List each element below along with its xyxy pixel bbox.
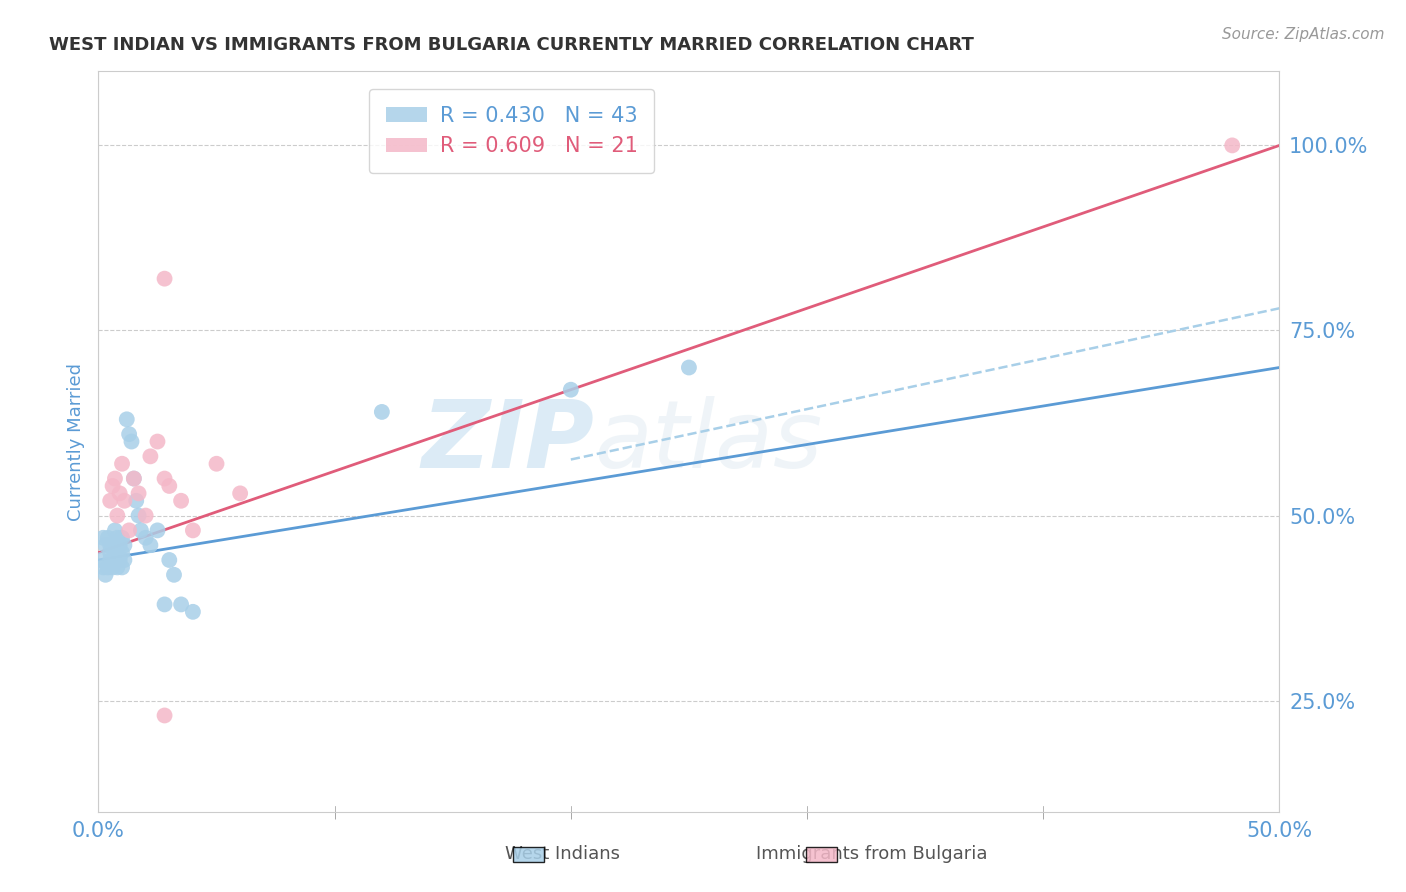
- Point: [128, 486, 150, 500]
- Point: [98, 493, 121, 508]
- Point: [181, 605, 204, 619]
- Point: [90, 553, 112, 567]
- Point: [371, 405, 394, 419]
- Point: [104, 545, 127, 560]
- Point: [205, 457, 228, 471]
- Text: Source: ZipAtlas.com: Source: ZipAtlas.com: [1222, 27, 1385, 42]
- Point: [101, 560, 124, 574]
- Point: [125, 493, 148, 508]
- Point: [139, 450, 162, 464]
- Point: [94, 567, 117, 582]
- Point: [105, 508, 128, 523]
- Point: [678, 360, 700, 375]
- Point: [111, 531, 134, 545]
- Point: [112, 493, 135, 508]
- Point: [153, 471, 176, 485]
- Point: [98, 545, 121, 560]
- Point: [115, 412, 138, 426]
- Point: [111, 545, 134, 560]
- Point: [105, 538, 128, 552]
- Point: [181, 524, 204, 538]
- Point: [112, 553, 135, 567]
- Point: [139, 538, 162, 552]
- Point: [560, 383, 582, 397]
- Point: [163, 567, 186, 582]
- Point: [105, 531, 128, 545]
- Point: [91, 531, 114, 545]
- Point: [153, 598, 176, 612]
- Text: WEST INDIAN VS IMMIGRANTS FROM BULGARIA CURRENTLY MARRIED CORRELATION CHART: WEST INDIAN VS IMMIGRANTS FROM BULGARIA …: [49, 36, 974, 54]
- Point: [108, 553, 131, 567]
- Point: [101, 538, 124, 552]
- Point: [105, 560, 128, 574]
- Point: [98, 553, 121, 567]
- Point: [111, 457, 134, 471]
- Point: [1220, 138, 1243, 153]
- Text: Immigrants from Bulgaria: Immigrants from Bulgaria: [756, 845, 987, 863]
- Point: [135, 508, 157, 523]
- Point: [170, 598, 193, 612]
- Point: [91, 560, 114, 574]
- Point: [229, 486, 252, 500]
- Text: atlas: atlas: [595, 396, 823, 487]
- Point: [101, 479, 124, 493]
- Point: [128, 508, 150, 523]
- Point: [104, 471, 127, 485]
- Point: [112, 538, 135, 552]
- Point: [157, 553, 180, 567]
- Point: [170, 493, 193, 508]
- Point: [122, 471, 145, 485]
- Point: [98, 538, 121, 552]
- Text: West Indians: West Indians: [505, 845, 620, 863]
- Point: [108, 538, 131, 552]
- Point: [135, 531, 157, 545]
- Point: [94, 538, 117, 552]
- Point: [111, 560, 134, 574]
- Point: [104, 553, 127, 567]
- Text: ZIP: ZIP: [422, 395, 595, 488]
- Point: [153, 708, 176, 723]
- Legend: R = 0.430   N = 43, R = 0.609   N = 21: R = 0.430 N = 43, R = 0.609 N = 21: [370, 89, 654, 173]
- Point: [97, 560, 120, 574]
- Point: [129, 524, 152, 538]
- Point: [118, 524, 141, 538]
- Point: [157, 479, 180, 493]
- Point: [146, 434, 169, 449]
- Point: [121, 434, 143, 449]
- Point: [153, 271, 176, 285]
- Point: [104, 524, 127, 538]
- Y-axis label: Currently Married: Currently Married: [66, 362, 84, 521]
- Point: [97, 531, 120, 545]
- Point: [108, 486, 131, 500]
- Point: [122, 471, 145, 485]
- Point: [118, 427, 141, 442]
- Point: [146, 524, 169, 538]
